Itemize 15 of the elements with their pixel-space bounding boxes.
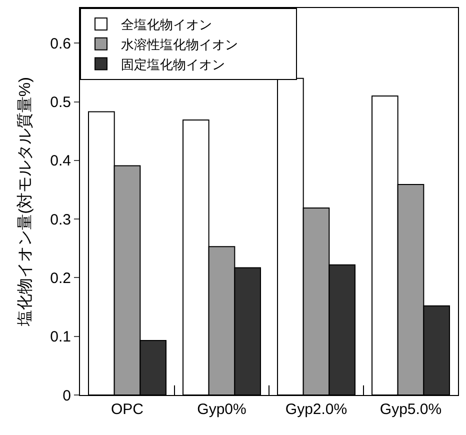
x-tick-label: OPC [110,401,144,418]
legend-label: 水溶性塩化物イオン [121,36,238,52]
x-tick-label: Gyp2.0% [285,401,348,418]
y-tick-label: 0.6 [50,35,71,52]
y-tick-label: 0 [62,387,71,404]
y-axis-title: 塩化物イオン量(対モルタル質量%) [16,77,34,327]
y-tick-label: 0.3 [50,211,71,228]
legend-label: 全塩化物イオン [121,17,212,32]
y-tick-label: 0.4 [50,152,71,170]
x-tick-label: Gyp0% [197,401,246,418]
y-tick-label: 0.5 [50,94,71,112]
legend-label: 固定塩化物イオン [121,56,225,72]
y-tick-label: 0.2 [50,270,71,287]
x-tick-label: Gyp5.0% [380,401,442,418]
y-tick-label: 0.1 [50,328,71,346]
